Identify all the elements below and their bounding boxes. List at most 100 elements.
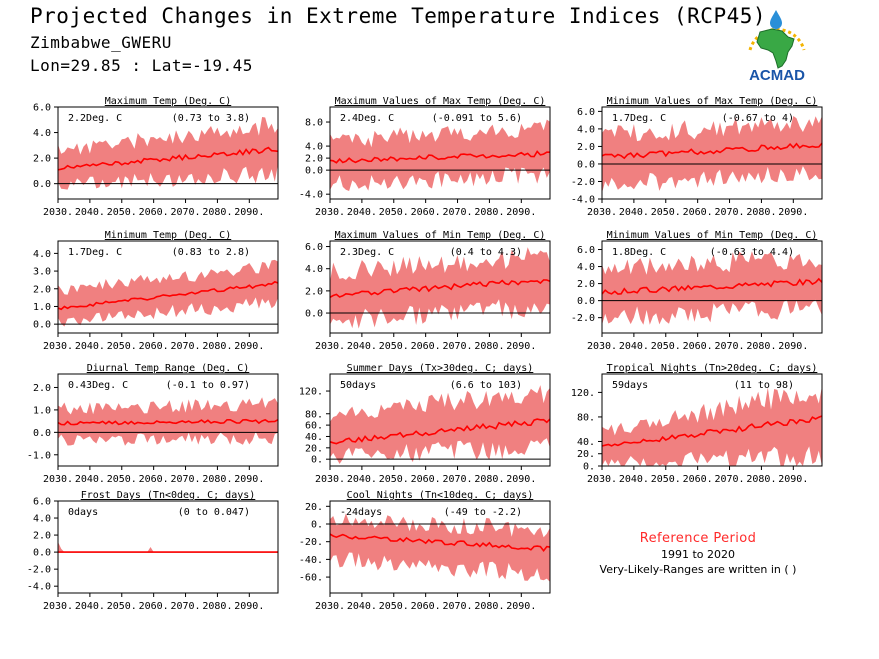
y-tick-label: 120. [299, 387, 323, 398]
y-tick-label: 6.0 [33, 497, 51, 508]
median-line [329, 279, 551, 298]
y-tick-label: 0. [583, 462, 595, 473]
plot-frame [601, 106, 823, 200]
x-tick-label: 2070. [714, 207, 744, 218]
chart-title: Minimum Temp (Deg. C) [105, 230, 231, 241]
x-tick-label: 2050. [107, 601, 137, 612]
x-tick-label: 2080. [474, 207, 504, 218]
likely-range-label: (0 to 0.047) [178, 507, 250, 518]
x-tick-label: 2090. [506, 207, 536, 218]
y-tick-label: 0.0 [33, 320, 51, 331]
y-tick-label: 2.0 [33, 383, 51, 394]
y-tick-label: 0.0 [305, 309, 323, 320]
x-tick-label: 2060. [139, 601, 169, 612]
x-tick-label: 2090. [234, 207, 264, 218]
x-tick-label: 2060. [139, 474, 169, 485]
x-tick-label: 2030. [587, 474, 617, 485]
y-tick-label: -40. [299, 555, 323, 566]
region-name: Zimbabwe_GWERU [30, 33, 172, 52]
chart-title: Maximum Values of Max Temp (Deg. C) [335, 96, 546, 107]
y-tick-label: 2.0 [577, 142, 595, 153]
x-tick-label: 2070. [442, 601, 472, 612]
chart-title: Tropical Nights (Tn>20deg. C; days) [607, 363, 818, 374]
x-tick-label: 2090. [778, 207, 808, 218]
plot-frame [601, 373, 823, 467]
y-tick-label: 2.0 [305, 154, 323, 165]
y-tick-label: 4.0 [305, 264, 323, 275]
x-tick-label: 2060. [139, 207, 169, 218]
mean-change-label: 50days [340, 380, 376, 391]
x-tick-label: 2030. [43, 207, 73, 218]
likely-range-label: (0.83 to 2.8) [172, 247, 250, 258]
chart-title: Diurnal Temp Range (Deg. C) [87, 363, 250, 374]
y-tick-label: 4.0 [33, 249, 51, 260]
x-tick-label: 2080. [202, 341, 232, 352]
y-tick-label: 0.0 [33, 179, 51, 190]
y-tick-label: 1.0 [33, 302, 51, 313]
x-tick-label: 2070. [714, 474, 744, 485]
chart-title: Summer Days (Tx>30deg. C; days) [347, 363, 534, 374]
x-tick-label: 2040. [619, 341, 649, 352]
x-tick-label: 2080. [202, 207, 232, 218]
mean-change-label: 1.7Deg. C [612, 113, 666, 124]
y-tick-label: 4.0 [577, 262, 595, 273]
mean-change-label: 1.8Deg. C [612, 247, 666, 258]
raindrop-icon [770, 10, 782, 29]
median-line [601, 142, 823, 160]
y-tick-label: 80. [305, 409, 323, 420]
x-tick-label: 2030. [315, 601, 345, 612]
likely-range-label: (-0.67 to 4) [722, 113, 794, 124]
x-tick-label: 2060. [411, 341, 441, 352]
x-tick-label: 2030. [315, 341, 345, 352]
plot-frame [329, 106, 551, 200]
chart-title: Maximum Values of Min Temp (Deg. C) [335, 230, 546, 241]
x-tick-label: 2070. [442, 341, 472, 352]
likely-range-band [602, 116, 822, 193]
y-tick-label: 20. [305, 502, 323, 513]
y-tick-label: 6.0 [33, 103, 51, 114]
x-tick-label: 2030. [587, 341, 617, 352]
x-tick-label: 2070. [170, 341, 200, 352]
likely-range-label: (11 to 98) [734, 380, 794, 391]
x-tick-label: 2050. [379, 341, 409, 352]
likely-range-band [330, 385, 550, 464]
x-tick-label: 2030. [315, 474, 345, 485]
likely-range-label: (-0.63 to 4.4) [710, 247, 794, 258]
x-tick-label: 2040. [75, 601, 105, 612]
likely-range-band [58, 259, 278, 327]
x-tick-label: 2060. [411, 601, 441, 612]
x-tick-label: 2090. [506, 341, 536, 352]
x-tick-label: 2060. [683, 474, 713, 485]
x-tick-label: 2050. [651, 207, 681, 218]
y-tick-label: 20. [577, 449, 595, 460]
y-tick-label: 40. [577, 437, 595, 448]
chart-title: Minimum Values of Max Temp (Deg. C) [607, 96, 818, 107]
median-line [57, 418, 279, 426]
x-tick-label: 2080. [474, 341, 504, 352]
x-tick-label: 2090. [234, 474, 264, 485]
y-tick-label: 4.0 [577, 124, 595, 135]
x-tick-label: 2080. [202, 601, 232, 612]
chart-panel: 6.0 4.0 2.0 0.0 -2.0 -4.0 2030. 2040. 2050. 2060.… [27, 490, 279, 612]
chart-panel: 6.0 4.0 2.0 0.0 -2.0 2030. 2040. 2050. 2060. 2070… [571, 230, 823, 352]
chart-title: Maximum Temp (Deg. C) [105, 96, 231, 107]
likely-range-band [330, 119, 550, 191]
y-tick-label: -20. [299, 537, 323, 548]
x-tick-label: 2070. [170, 474, 200, 485]
x-tick-label: 2050. [107, 207, 137, 218]
y-tick-label: 6.0 [577, 245, 595, 256]
africa-map-icon [756, 28, 795, 69]
plot-frame [57, 106, 279, 200]
median-line [329, 533, 551, 553]
x-tick-label: 2070. [170, 601, 200, 612]
y-tick-label: 60. [305, 421, 323, 432]
chart-title: Frost Days (Tn<0deg. C; days) [81, 490, 256, 501]
mean-change-label: 0days [68, 507, 98, 518]
y-tick-label: 2.0 [33, 154, 51, 165]
plot-frame [329, 240, 551, 334]
x-tick-label: 2090. [506, 601, 536, 612]
x-tick-label: 2080. [202, 474, 232, 485]
mean-change-label: -24days [340, 507, 382, 518]
x-tick-label: 2090. [234, 341, 264, 352]
y-tick-label: 0.0 [33, 428, 51, 439]
